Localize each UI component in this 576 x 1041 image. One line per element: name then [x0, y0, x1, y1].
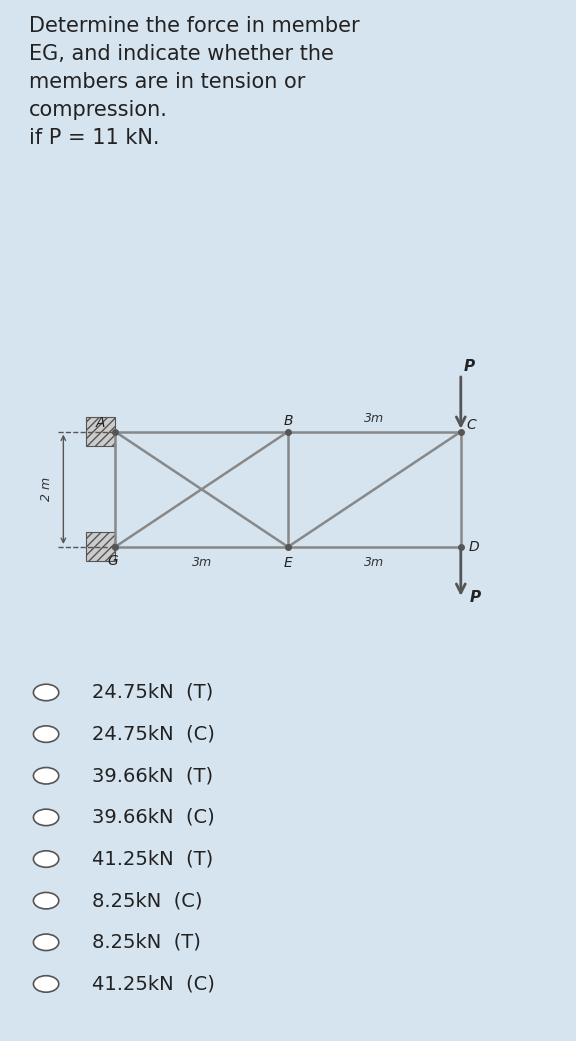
- Text: 24.75kN  (C): 24.75kN (C): [92, 725, 215, 743]
- Text: 2 m: 2 m: [40, 477, 52, 502]
- Text: 8.25kN  (T): 8.25kN (T): [92, 933, 201, 951]
- Text: Determine the force in member
EG, and indicate whether the
members are in tensio: Determine the force in member EG, and in…: [29, 16, 359, 148]
- Circle shape: [33, 975, 59, 992]
- Polygon shape: [86, 417, 115, 447]
- Circle shape: [33, 892, 59, 909]
- Text: G: G: [107, 554, 118, 568]
- Text: C: C: [467, 417, 476, 432]
- Circle shape: [33, 850, 59, 867]
- Text: 39.66kN  (T): 39.66kN (T): [92, 766, 213, 785]
- Text: P: P: [464, 359, 475, 374]
- Text: 41.25kN  (C): 41.25kN (C): [92, 974, 215, 993]
- Circle shape: [33, 809, 59, 826]
- Text: 8.25kN  (C): 8.25kN (C): [92, 891, 203, 910]
- Text: E: E: [283, 556, 293, 570]
- Text: 3m: 3m: [192, 557, 211, 569]
- Text: 3m: 3m: [365, 557, 384, 569]
- Text: B: B: [283, 414, 293, 428]
- Circle shape: [33, 934, 59, 950]
- Text: 24.75kN  (T): 24.75kN (T): [92, 683, 214, 702]
- Text: D: D: [468, 540, 479, 554]
- Text: 39.66kN  (C): 39.66kN (C): [92, 808, 215, 827]
- Circle shape: [33, 684, 59, 701]
- Text: 3m: 3m: [365, 412, 384, 426]
- Circle shape: [33, 726, 59, 742]
- Text: 41.25kN  (T): 41.25kN (T): [92, 849, 214, 868]
- Polygon shape: [86, 532, 115, 561]
- Circle shape: [33, 767, 59, 784]
- Text: P: P: [469, 589, 480, 605]
- Text: A: A: [96, 416, 105, 430]
